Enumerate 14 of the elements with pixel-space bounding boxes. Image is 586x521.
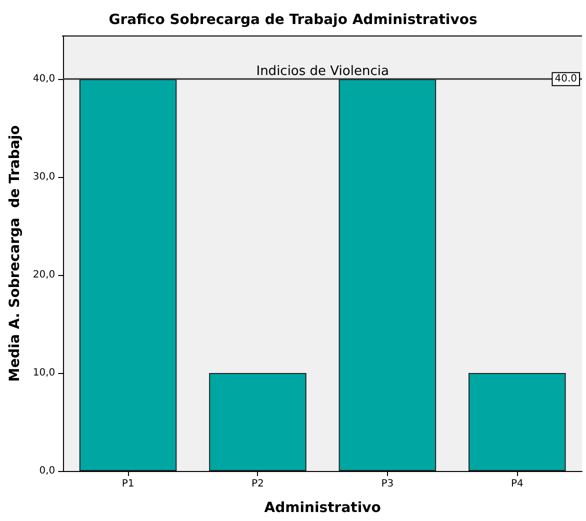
x-tick-label: P4 [510,478,524,490]
y-tick-label: 0,0 [39,466,56,476]
ref-line-label: Indicios de Violencia [256,64,389,80]
x-tick-label: P3 [381,478,394,490]
y-tick-label: 40,0 [32,74,56,85]
chart-title: Grafico Sobrecarga de Trabajo Administrativos [108,12,478,28]
x-tick-label: P1 [122,478,134,490]
y-tick-label: 10,0 [32,368,56,379]
y-axis-title: Media A. Sobrecarga de Trabajo [7,124,23,382]
x-tick-label: P2 [252,478,264,490]
x-axis-title: Administrativo [264,500,382,516]
annotation: 40.0 [554,74,577,85]
y-tick-label: 20,0 [32,270,56,281]
y-tick-label: 30,0 [32,172,56,183]
